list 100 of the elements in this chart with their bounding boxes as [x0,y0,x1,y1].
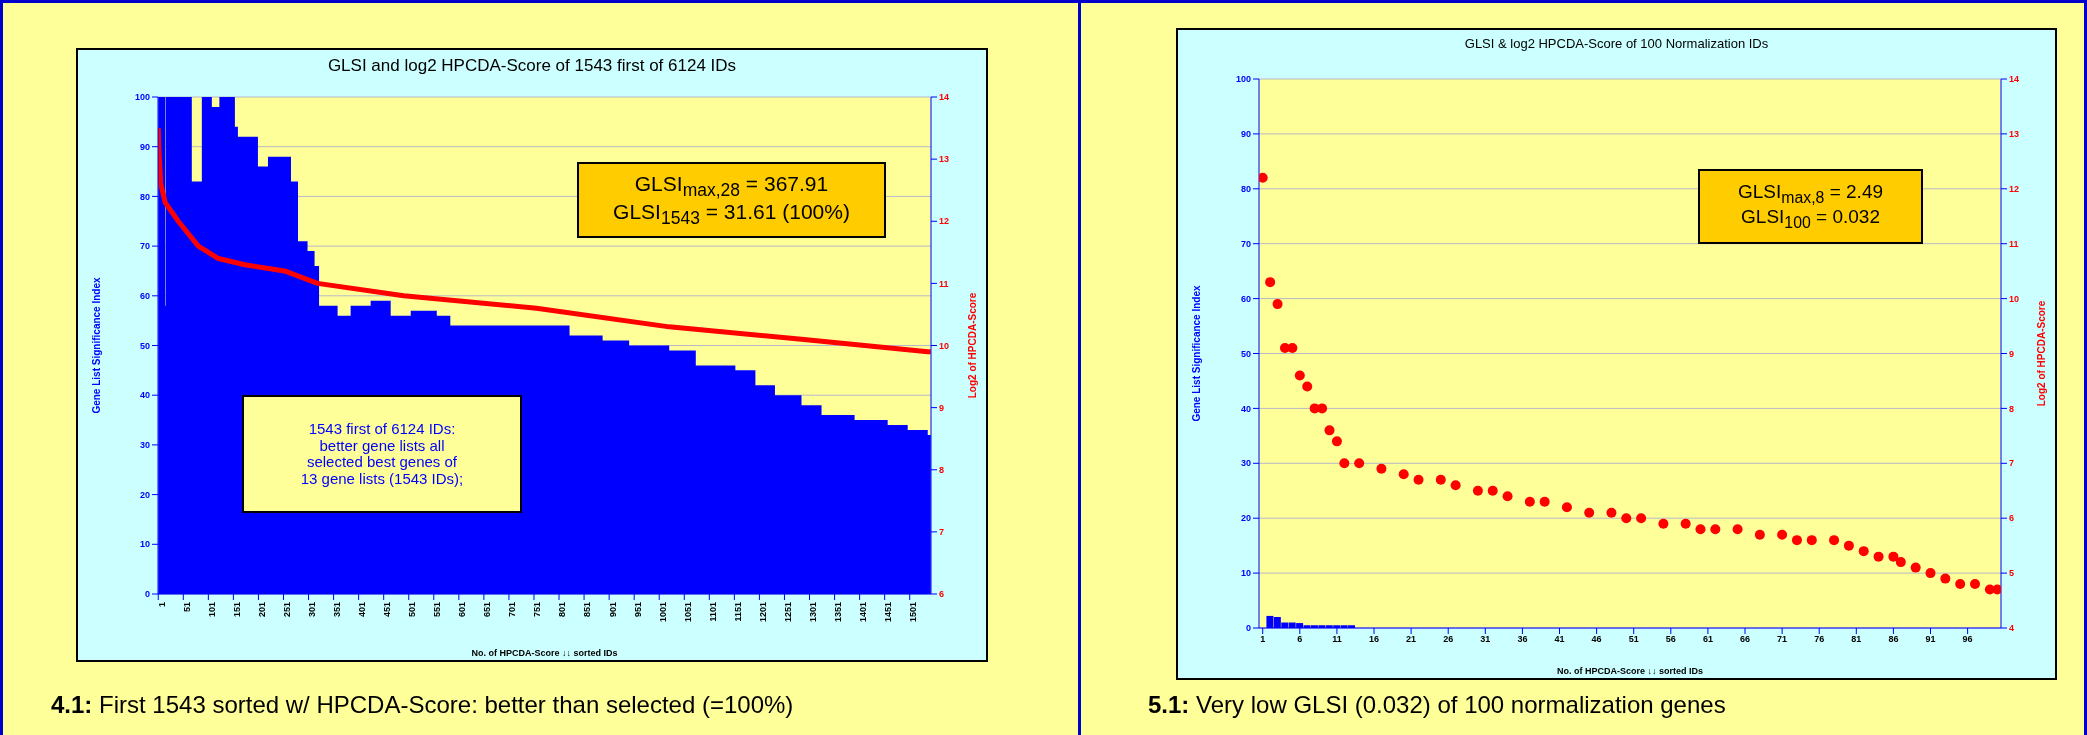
x-tick-label: 51 [181,602,192,613]
point [1895,557,1906,568]
y2-tick-label: 5 [2009,568,2015,579]
point [1354,458,1365,469]
point [1621,513,1632,524]
y2-tick-label: 4 [2009,623,2015,634]
y2-tick-label: 13 [939,154,950,165]
x-tick-label: 11 [1332,634,1342,645]
y-tick-label: 10 [1240,568,1251,579]
x-tick-label: 41 [1554,634,1565,645]
point [1435,474,1446,485]
point [1524,496,1535,507]
x-tick-label: 951 [632,602,643,618]
y2-tick-label: 10 [939,340,950,351]
x-tick-label: 96 [1962,634,1973,645]
x-tick-label: 36 [1517,634,1528,645]
point [1339,458,1350,469]
x-tick-label: 501 [407,602,418,618]
point [1910,562,1921,573]
point [1955,579,1966,590]
y-tick-label: 30 [1240,458,1251,469]
x-tick-label: 1301 [807,602,818,623]
y-tick-label: 60 [1240,293,1251,304]
point [1324,425,1335,436]
x-tick-label: 1451 [883,602,894,623]
point [1561,502,1572,513]
point [1873,551,1884,562]
point [1539,496,1550,507]
y2-tick-label: 8 [939,464,945,475]
x-tick-label: 1 [1260,634,1266,645]
y-tick-label: 70 [139,241,150,252]
point [1259,172,1268,183]
y-tick-label: 10 [139,539,150,550]
x-tick-label: 26 [1443,634,1454,645]
annotation: GLSI$_{max,8}$ = 2.49 [1737,181,1884,207]
point [1265,277,1276,288]
point [1970,579,1981,590]
y2-axis-title: Log2 of HPCDA-Score [2035,300,2047,407]
x-tick-label: 1101 [707,602,718,622]
y2-tick-label: 13 [2009,129,2020,140]
point [1502,491,1513,502]
point [1287,343,1298,354]
point [1843,540,1854,551]
x-tick-label: 1251 [782,602,793,623]
point [1940,573,1951,584]
x-tick-label: 1001 [657,602,668,623]
annotation: GLSI$_{1543}$ = 31.61 (100%) [613,200,850,229]
y-tick-label: 70 [1240,238,1251,249]
point [1888,551,1899,562]
x-tick-label: 401 [357,602,368,618]
x-tick-label: 551 [432,602,443,618]
x-tick-label: 451 [382,602,393,618]
point [1472,485,1483,496]
y2-tick-label: 10 [2009,293,2020,304]
x-tick-label: 16 [1369,634,1380,645]
x-tick-label: 751 [532,602,543,618]
point [1658,518,1669,529]
point [1294,370,1305,381]
x-tick-label: 351 [331,602,342,618]
x-tick-label: 201 [256,602,267,618]
x-axis-title: No. of HPCDA-Score ↓↓ sorted IDs [471,648,618,658]
y-tick-label: 90 [139,141,150,152]
y-tick-label: 0 [144,589,150,600]
y2-tick-label: 14 [2009,74,2020,85]
chart-title: GLSI & log2 HPCDA-Score of 100 Normalization IDs [1463,36,1770,51]
y2-tick-label: 8 [2009,403,2015,414]
y-tick-label: 100 [134,92,150,103]
x-tick-label: 1 [156,602,167,608]
point [1636,513,1647,524]
x-tick-label: 21 [1406,634,1417,645]
y2-tick-label: 7 [939,527,945,538]
annotation: GLSI$_{100}$ = 0.032 [1741,205,1880,231]
y2-tick-label: 9 [939,402,945,413]
y-tick-label: 100 [1235,74,1251,85]
point [1992,584,2001,595]
x-tick-label: 56 [1665,634,1676,645]
x-tick-label: 66 [1740,634,1751,645]
point [1858,546,1869,557]
y2-tick-label: 6 [2009,513,2015,524]
point [1584,507,1595,518]
x-tick-label: 101 [206,602,217,618]
y2-axis-title: Log2 of HPCDA-Score [966,292,978,399]
x-tick-label: 1051 [682,602,693,623]
point [1317,403,1328,414]
point [1450,480,1461,491]
x-tick-label: 851 [582,602,593,618]
y-tick-label: 80 [139,191,150,202]
x-tick-label: 151 [231,602,242,618]
point [1398,469,1409,480]
text-box: GLSI$_{max,8}$ = 2.49 GLSI$_{100}$ = 0.032 [1698,169,1923,244]
text-box: GLSI$_{max,28}$ = 367.91 GLSI$_{1543}$ = 31.61 (100%) [577,162,886,238]
point [1302,381,1313,392]
point [1754,529,1765,540]
y-tick-label: 40 [1240,403,1251,414]
y-tick-label: 0 [1245,623,1251,634]
point [1272,299,1283,310]
point [1829,535,1840,546]
y-tick-label: 50 [1240,348,1251,359]
x-tick-label: 1151 [732,602,743,622]
point [1487,485,1498,496]
